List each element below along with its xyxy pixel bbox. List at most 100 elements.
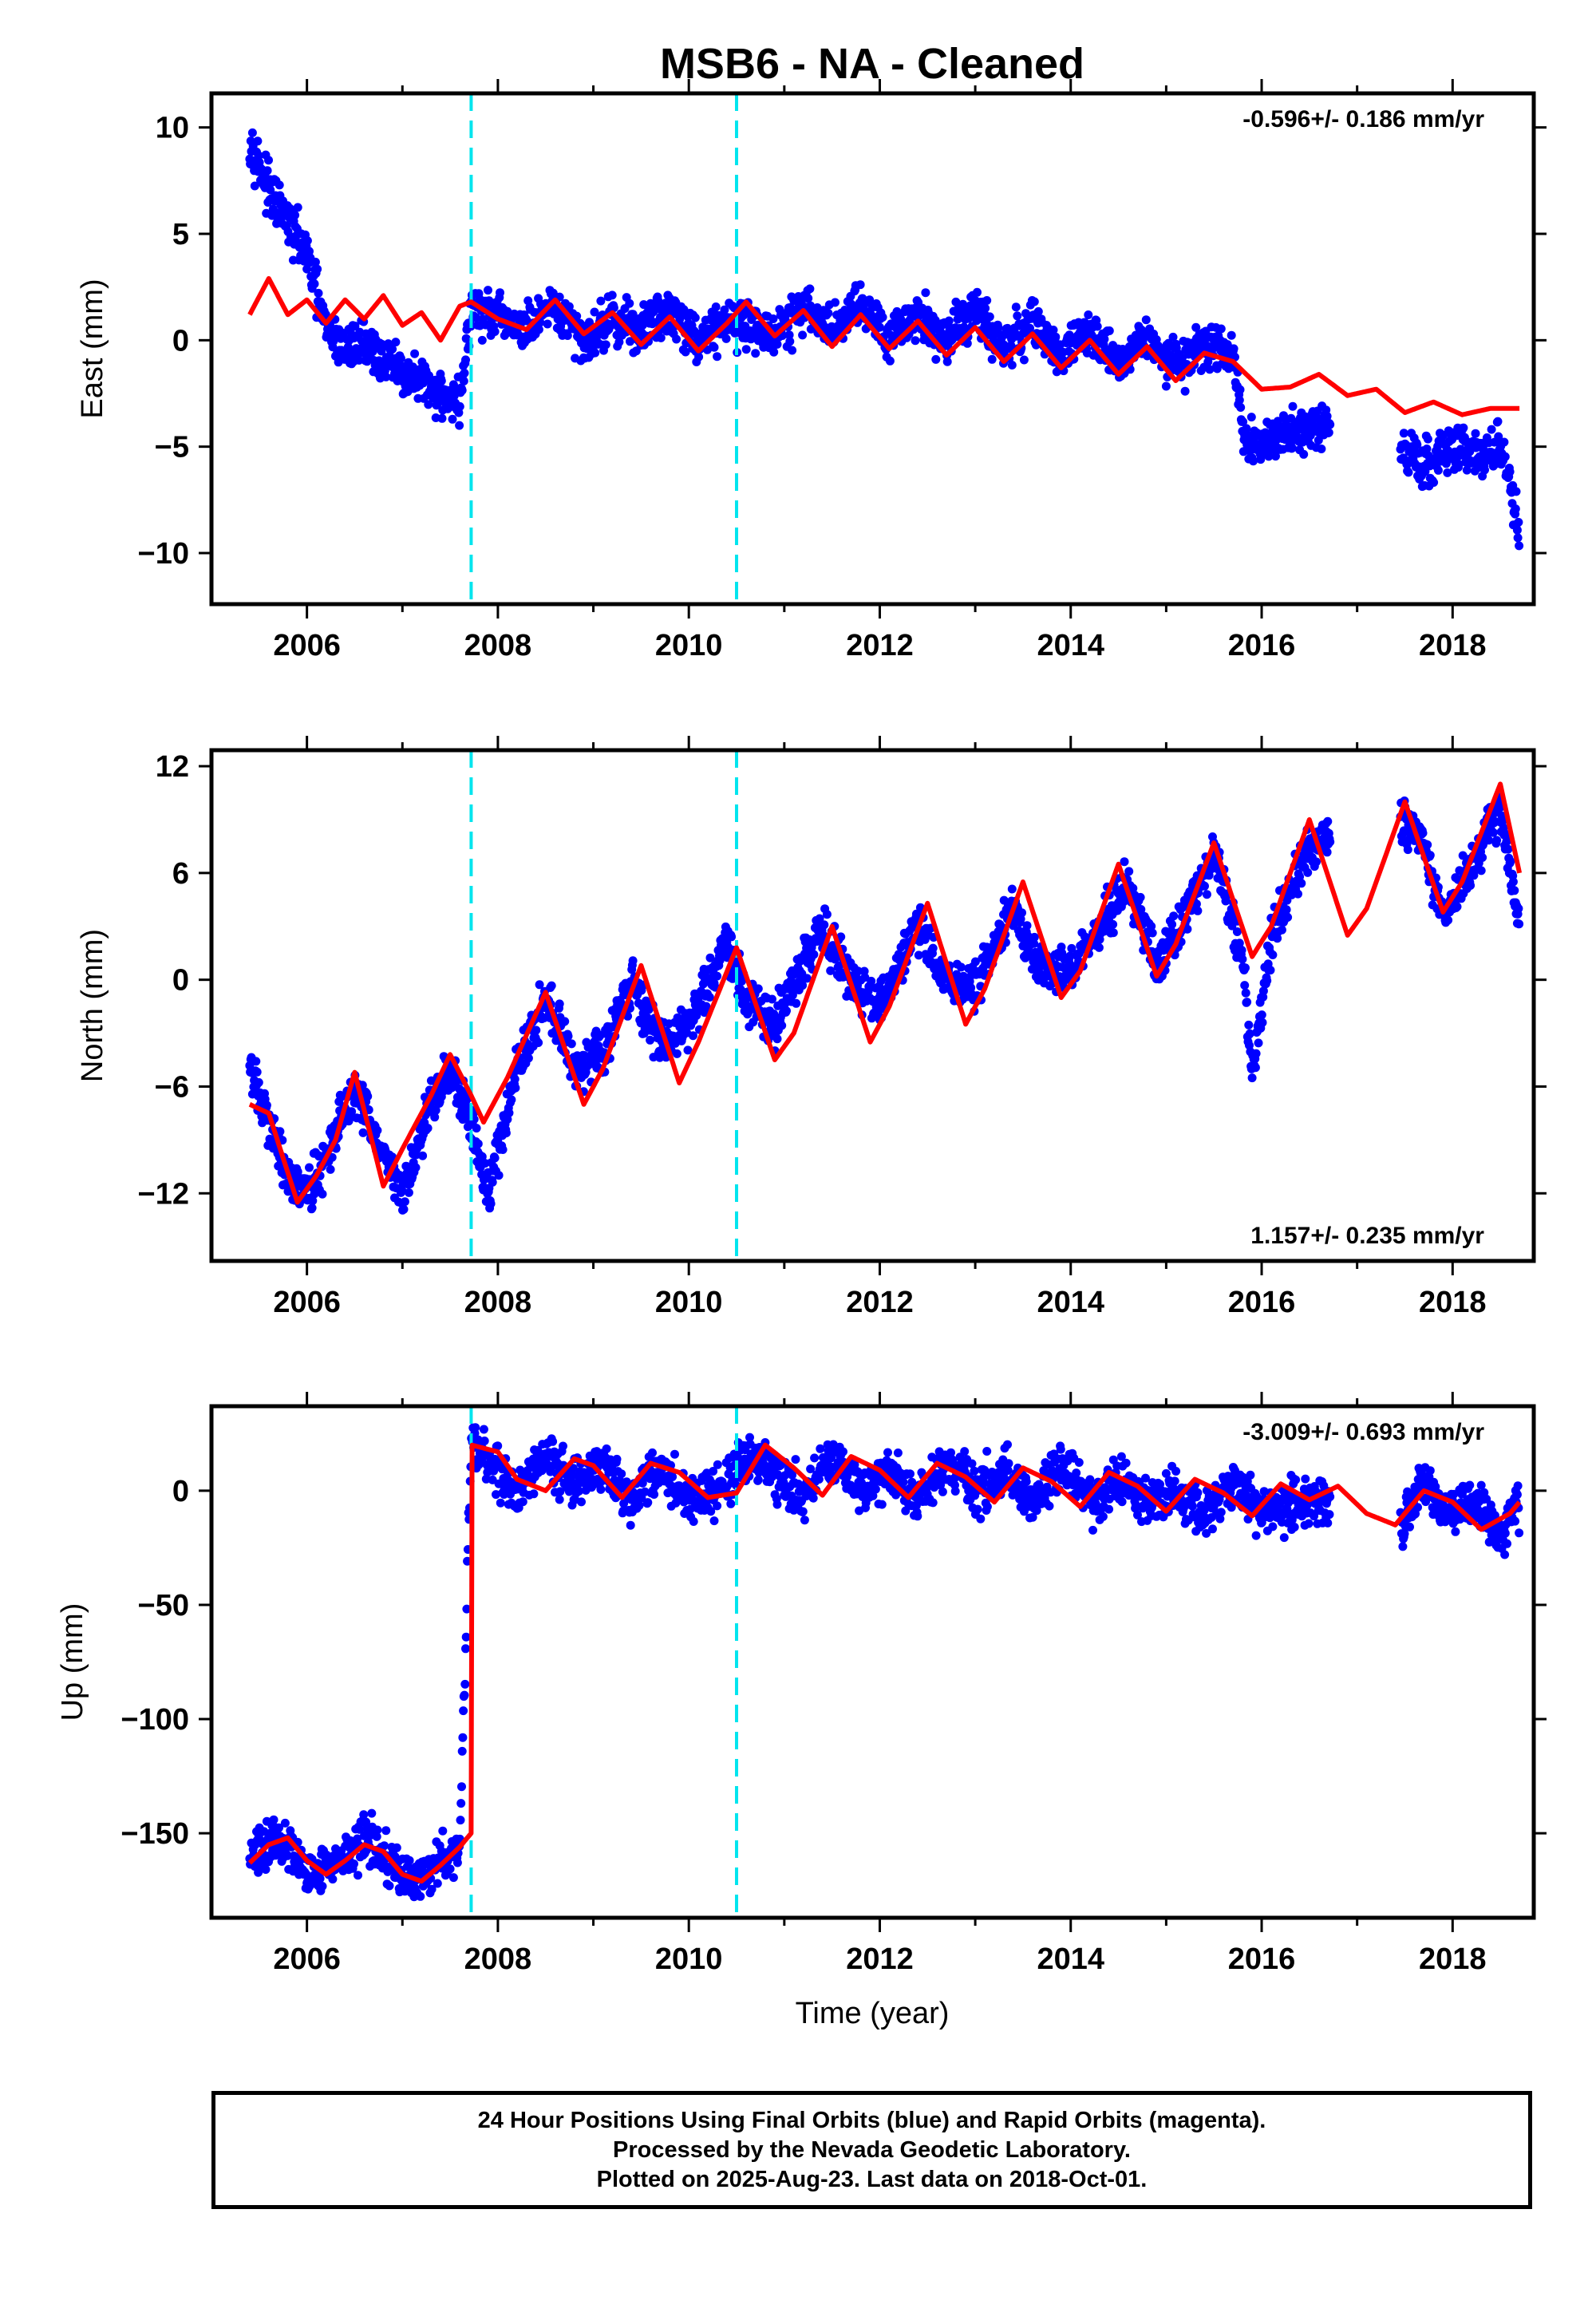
data-point [911, 336, 920, 346]
data-point [1011, 302, 1021, 312]
data-point [247, 128, 257, 137]
data-point [1512, 525, 1522, 535]
data-point [1418, 828, 1428, 838]
data-point [855, 280, 865, 290]
data-point [318, 1882, 327, 1891]
data-point [784, 330, 794, 340]
data-point [820, 920, 829, 930]
data-point [1312, 857, 1321, 867]
data-point [1246, 413, 1256, 422]
data-point [473, 1139, 483, 1148]
data-point [385, 1881, 394, 1891]
data-point [1506, 856, 1515, 866]
x-tick-label: 2016 [1228, 629, 1296, 662]
data-point [445, 1864, 455, 1874]
data-point [253, 136, 263, 146]
data-point [1480, 465, 1489, 475]
data-point [458, 1733, 468, 1742]
data-point [1216, 324, 1226, 334]
data-point [252, 1067, 262, 1077]
data-point [1244, 1020, 1254, 1030]
data-point [328, 1875, 338, 1884]
data-point [689, 326, 699, 336]
data-point [416, 1891, 425, 1901]
data-point [548, 1437, 558, 1446]
data-point [518, 1497, 527, 1507]
daily-position-points [245, 1423, 1524, 1902]
data-point [461, 355, 470, 365]
data-point [1462, 465, 1472, 475]
data-point [973, 287, 982, 297]
data-point [354, 1871, 362, 1880]
data-point [1283, 912, 1293, 922]
data-point [452, 1858, 462, 1867]
data-point [1191, 322, 1201, 332]
data-point [1514, 903, 1523, 913]
data-point [457, 385, 467, 395]
data-point [396, 354, 405, 363]
data-point [962, 338, 972, 348]
data-point [498, 1145, 508, 1154]
data-point [1287, 443, 1297, 453]
data-point [646, 1035, 655, 1045]
data-point [1325, 420, 1335, 429]
data-point [1294, 889, 1302, 899]
data-point [438, 1826, 448, 1836]
data-point [1007, 884, 1017, 894]
data-point [1100, 334, 1109, 344]
data-point [488, 1177, 497, 1187]
data-point [1241, 963, 1250, 973]
data-point [1257, 1010, 1266, 1020]
data-point [275, 180, 284, 190]
data-point [928, 943, 938, 953]
data-point [577, 1497, 586, 1507]
data-point [713, 352, 722, 362]
data-point [523, 1053, 533, 1063]
data-point [455, 421, 464, 430]
y-tick-label: 6 [172, 857, 189, 891]
data-point [1510, 886, 1519, 895]
data-point [982, 296, 992, 305]
data-point [472, 1124, 481, 1133]
data-point [626, 1520, 635, 1530]
data-point [354, 355, 364, 365]
data-point [1247, 1073, 1257, 1083]
data-point [1499, 437, 1509, 447]
data-point [1051, 332, 1061, 342]
data-point [694, 352, 704, 362]
data-point [875, 322, 884, 332]
data-point [609, 303, 618, 313]
data-point [721, 334, 731, 343]
data-point [1148, 928, 1157, 938]
data-point [399, 1204, 409, 1214]
data-point [1511, 504, 1520, 514]
data-point [1240, 981, 1250, 990]
data-point [1444, 915, 1453, 925]
data-point [437, 413, 447, 423]
data-point [461, 1644, 470, 1654]
data-point [1454, 460, 1464, 469]
data-point [471, 313, 480, 322]
data-point [392, 1843, 401, 1852]
data-point [423, 1124, 433, 1133]
data-point [261, 1865, 271, 1874]
data-point [1271, 452, 1280, 461]
x-tick-label: 2008 [464, 629, 532, 662]
data-point [313, 264, 322, 274]
data-point [455, 401, 464, 411]
data-point [280, 1818, 290, 1828]
data-point [809, 950, 819, 959]
x-tick-label: 2006 [273, 1286, 341, 1319]
data-point [310, 257, 320, 267]
data-point [1503, 844, 1513, 854]
data-point [543, 319, 552, 329]
data-point [1241, 988, 1250, 998]
data-point [921, 288, 930, 298]
data-point [1019, 355, 1029, 365]
data-point [1514, 517, 1523, 527]
data-point [1013, 311, 1022, 321]
data-point [418, 1151, 428, 1160]
data-point [656, 333, 666, 342]
data-point [404, 1188, 413, 1197]
data-point [727, 932, 737, 942]
